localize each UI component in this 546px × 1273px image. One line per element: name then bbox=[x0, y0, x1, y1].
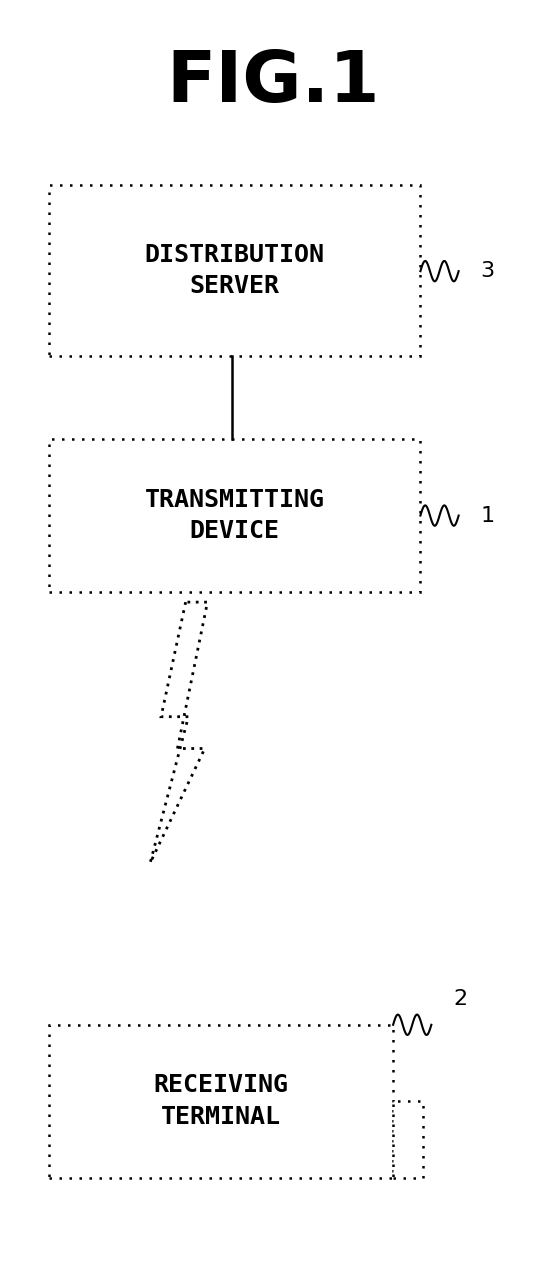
Bar bbox=[49, 1025, 393, 1178]
Text: 3: 3 bbox=[480, 261, 495, 281]
Text: TRANSMITTING
DEVICE: TRANSMITTING DEVICE bbox=[145, 488, 325, 544]
Polygon shape bbox=[150, 602, 207, 863]
Text: 2: 2 bbox=[453, 989, 467, 1009]
Bar bbox=[393, 1101, 423, 1178]
Text: DISTRIBUTION
SERVER: DISTRIBUTION SERVER bbox=[145, 243, 325, 298]
Bar bbox=[49, 185, 420, 356]
Text: FIG.1: FIG.1 bbox=[166, 48, 380, 117]
Text: RECEIVING
TERMINAL: RECEIVING TERMINAL bbox=[153, 1073, 289, 1129]
Text: 1: 1 bbox=[480, 505, 495, 526]
Bar bbox=[49, 439, 420, 592]
